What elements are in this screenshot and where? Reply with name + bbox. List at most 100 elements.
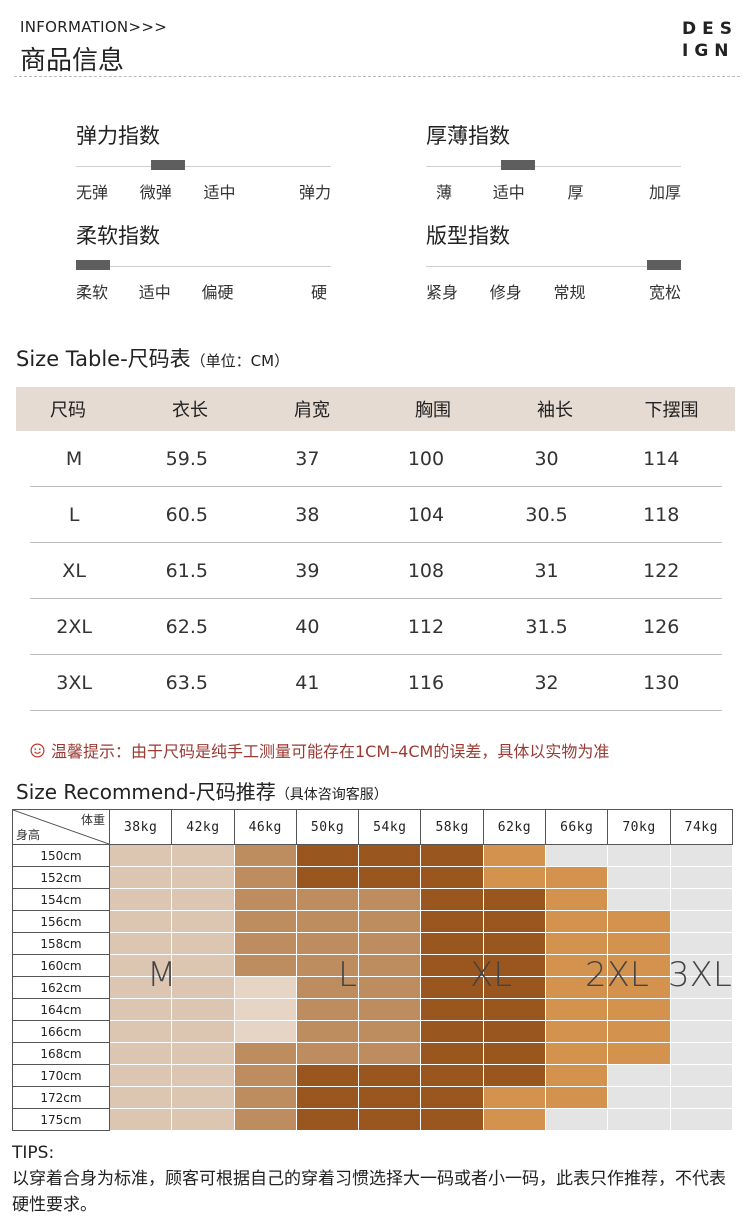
size-zone-cell xyxy=(234,911,297,933)
elasticity-index: 弹力指数 无弹 微弹 适中 弹力 xyxy=(76,120,331,202)
size-zone-cell xyxy=(296,1065,360,1087)
weight-label: 体重 xyxy=(80,813,105,827)
size-zone-cell xyxy=(670,889,733,911)
size-zone-cell xyxy=(421,867,484,889)
size-zone-cell xyxy=(670,845,733,867)
size-zone-cell xyxy=(234,1109,297,1131)
table-cell: 61.5 xyxy=(165,559,208,582)
table-cell: 38 xyxy=(295,503,320,526)
size-zone-cell xyxy=(234,889,297,911)
height-header: 170cm xyxy=(13,1065,110,1087)
size-zone-cell xyxy=(359,889,422,911)
size-table-title: Size Table-尺码表（单位：CM） xyxy=(16,343,289,373)
notice: 温馨提示：由于尺码是纯手工测量可能存在1CM–4CM的误差，具体以实物为准 xyxy=(30,738,609,762)
fit-index: 版型指数 紧身 修身 常规 宽松 xyxy=(426,220,681,302)
table-cell: L xyxy=(68,503,80,526)
column-header: 袖长 xyxy=(537,400,573,421)
size-zone-cell xyxy=(608,889,671,911)
size-zone-cell xyxy=(608,955,671,977)
tips-text: 以穿着合身为标准，顾客可根据自己的穿着习惯选择大一码或者小一码，此表只作推荐，不… xyxy=(12,1169,726,1215)
size-zone-cell xyxy=(172,1021,235,1043)
size-zone-cell xyxy=(296,889,360,911)
size-zone-cell xyxy=(172,977,235,999)
table-row: L 60.5 38 104 30.5 118 xyxy=(30,487,722,543)
size-zone-cell xyxy=(296,933,360,955)
size-zone-cell xyxy=(670,1087,733,1109)
size-zone-cell xyxy=(110,911,173,933)
size-zone-cell xyxy=(110,1087,173,1109)
size-zone-cell xyxy=(359,1109,422,1131)
table-cell: 31.5 xyxy=(525,615,568,638)
index-title: 厚薄指数 xyxy=(426,124,510,148)
column-header: 衣长 xyxy=(172,400,208,421)
size-zone-cell xyxy=(359,1021,422,1043)
table-cell: 126 xyxy=(643,615,680,638)
weight-header: 62kg xyxy=(483,810,547,845)
size-zone-cell xyxy=(670,977,733,999)
table-cell: M xyxy=(65,447,83,470)
table-cell: 122 xyxy=(643,559,680,582)
index-label: 无弹 xyxy=(76,183,109,202)
table-cell: 60.5 xyxy=(165,503,208,526)
weight-header: 42kg xyxy=(172,810,235,845)
height-header: 158cm xyxy=(13,933,110,955)
size-zone-label: XL xyxy=(470,955,513,995)
logo-line-1: DES xyxy=(682,19,738,39)
size-zone-cell xyxy=(359,933,422,955)
index-label: 适中 xyxy=(138,283,171,302)
size-zone-label: M xyxy=(147,955,177,995)
size-zone-cell xyxy=(421,1065,484,1087)
size-zone-cell xyxy=(421,999,484,1021)
height-header: 175cm xyxy=(13,1109,110,1131)
logo-line-2: IGN xyxy=(682,41,735,61)
size-zone-cell xyxy=(421,889,484,911)
weight-header: 54kg xyxy=(359,810,422,845)
size-zone-cell xyxy=(110,955,173,977)
size-zone-cell xyxy=(234,955,297,977)
table-cell: 2XL xyxy=(56,615,92,638)
height-header: 168cm xyxy=(13,1043,110,1065)
table-cell: 108 xyxy=(407,559,445,582)
size-zone-cell xyxy=(172,867,235,889)
weight-header: 46kg xyxy=(234,810,297,845)
size-zone-cell xyxy=(670,999,733,1021)
recommend-title: Size Recommend-尺码推荐（具体咨询客服） xyxy=(16,776,388,805)
size-zone-cell xyxy=(172,1087,235,1109)
table-cell: XL xyxy=(62,559,86,582)
index-marker xyxy=(501,160,535,170)
size-zone-cell xyxy=(110,933,173,955)
weight-header: 50kg xyxy=(296,810,360,845)
size-zone-cell xyxy=(296,1043,360,1065)
size-zone-cell xyxy=(483,1043,547,1065)
size-zone-cell xyxy=(421,911,484,933)
index-label: 弹力 xyxy=(298,183,331,202)
weight-header: 70kg xyxy=(608,810,671,845)
table-cell: 39 xyxy=(295,559,320,582)
recommend-grid: 体重 身高 38kg 42kg 46kg 50kg 54kg 58kg 62kg 66kg 70kg… xyxy=(12,809,733,1131)
index-title: 弹力指数 xyxy=(76,124,160,148)
index-label: 微弹 xyxy=(139,183,172,202)
table-row: 3XL 63.5 41 116 32 130 xyxy=(30,655,722,711)
size-zone-label: 3XL xyxy=(668,955,732,995)
index-label: 适中 xyxy=(492,183,525,202)
size-zone-cell xyxy=(234,1043,297,1065)
index-label: 宽松 xyxy=(648,283,681,302)
size-zone-cell xyxy=(608,933,671,955)
size-zone-cell xyxy=(359,955,422,977)
size-zone-cell xyxy=(608,867,671,889)
size-zone-cell xyxy=(483,977,547,999)
size-zone-cell xyxy=(110,1065,173,1087)
size-zone-cell xyxy=(546,889,609,911)
size-zone-cell xyxy=(296,1087,360,1109)
size-zone-cell xyxy=(546,999,609,1021)
table-cell: 130 xyxy=(643,671,680,694)
size-zone-cell xyxy=(110,845,173,867)
table-row: M 59.5 37 100 30 114 xyxy=(30,431,722,487)
column-header: 尺码 xyxy=(50,400,86,421)
size-zone-cell xyxy=(608,1043,671,1065)
size-zone-cell xyxy=(483,1021,547,1043)
size-table-body: M 59.5 37 100 30 114 L 60.5 38 104 30.5 118 XL 61.5 39… xyxy=(30,431,722,711)
size-zone-cell xyxy=(421,1109,484,1131)
table-cell: 100 xyxy=(407,447,445,470)
size-zone-cell xyxy=(546,955,609,977)
